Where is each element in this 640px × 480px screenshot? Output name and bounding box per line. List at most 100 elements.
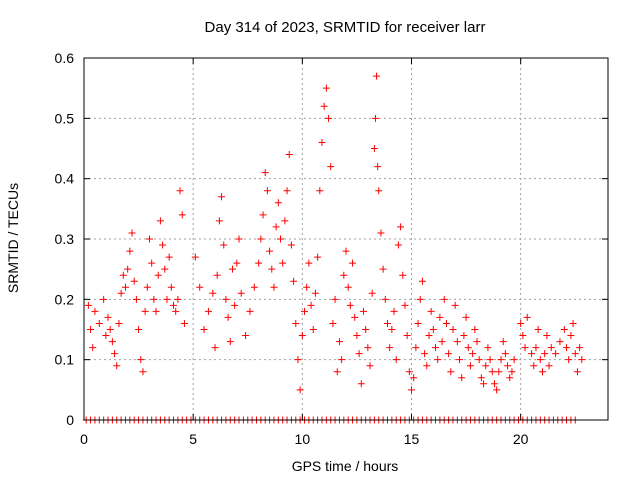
data-point bbox=[226, 338, 234, 346]
data-point bbox=[200, 326, 208, 333]
data-point bbox=[403, 332, 411, 340]
data-point bbox=[320, 102, 328, 110]
data-point bbox=[165, 253, 173, 261]
data-point bbox=[250, 283, 258, 291]
data-point bbox=[237, 289, 245, 297]
data-point bbox=[298, 332, 306, 340]
data-point bbox=[322, 84, 330, 92]
data-point bbox=[425, 332, 433, 340]
data-point bbox=[95, 319, 103, 327]
data-point bbox=[104, 313, 112, 321]
data-point bbox=[119, 271, 127, 279]
data-point bbox=[469, 350, 477, 358]
data-point bbox=[412, 344, 420, 352]
data-point bbox=[257, 235, 265, 243]
data-point bbox=[113, 362, 121, 370]
data-point bbox=[277, 235, 284, 243]
data-point bbox=[316, 187, 324, 195]
y-tick-label: 0.1 bbox=[55, 352, 75, 368]
data-point bbox=[462, 313, 470, 321]
data-point bbox=[346, 301, 354, 309]
data-point bbox=[159, 241, 167, 249]
data-point bbox=[488, 368, 496, 376]
data-point bbox=[534, 326, 542, 333]
data-point bbox=[458, 374, 466, 382]
data-point bbox=[292, 319, 300, 327]
data-point bbox=[335, 338, 343, 346]
data-point bbox=[377, 229, 385, 237]
data-point bbox=[143, 283, 151, 291]
data-point bbox=[504, 362, 512, 370]
data-point bbox=[573, 368, 581, 376]
data-point bbox=[484, 344, 492, 352]
data-point bbox=[543, 332, 551, 340]
data-point bbox=[146, 235, 153, 243]
data-point bbox=[410, 374, 418, 382]
data-point bbox=[486, 356, 494, 364]
data-point bbox=[311, 289, 319, 297]
data-point bbox=[349, 259, 357, 267]
data-point bbox=[414, 319, 422, 327]
data-point bbox=[495, 368, 503, 376]
data-point bbox=[307, 301, 315, 309]
data-point bbox=[303, 283, 311, 291]
data-point bbox=[381, 295, 389, 303]
data-point bbox=[375, 187, 383, 195]
data-point bbox=[353, 332, 361, 340]
data-point bbox=[263, 187, 271, 195]
data-point bbox=[331, 295, 339, 303]
plot-frame bbox=[83, 57, 609, 421]
data-point bbox=[174, 295, 182, 303]
data-point bbox=[100, 295, 108, 303]
data-point bbox=[154, 271, 162, 279]
data-point bbox=[399, 271, 407, 279]
data-point bbox=[390, 307, 398, 315]
data-point bbox=[436, 313, 444, 321]
data-point bbox=[279, 259, 287, 267]
data-point bbox=[163, 295, 171, 303]
data-point bbox=[283, 187, 291, 195]
data-point bbox=[364, 344, 372, 352]
data-point bbox=[578, 356, 586, 364]
data-point bbox=[453, 338, 461, 346]
x-tick-label: 5 bbox=[189, 431, 197, 447]
data-point bbox=[434, 356, 442, 364]
data-point bbox=[167, 283, 175, 291]
y-tick-label: 0 bbox=[66, 412, 74, 428]
data-point bbox=[137, 356, 145, 364]
data-point bbox=[340, 271, 348, 279]
y-tick-label: 0.6 bbox=[55, 50, 75, 66]
data-point bbox=[565, 356, 573, 364]
data-point bbox=[329, 319, 337, 327]
data-point bbox=[471, 326, 479, 333]
data-point bbox=[475, 356, 483, 364]
data-point bbox=[180, 319, 188, 327]
data-point bbox=[135, 326, 143, 333]
data-point bbox=[482, 362, 490, 370]
y-axis-label: SRMTID / TECUs bbox=[5, 183, 21, 293]
data-point bbox=[493, 386, 501, 394]
data-point bbox=[305, 259, 313, 267]
data-point bbox=[281, 217, 289, 225]
data-point bbox=[191, 253, 199, 261]
data-point bbox=[117, 289, 125, 297]
data-point bbox=[480, 380, 488, 388]
data-point bbox=[408, 386, 415, 394]
data-point bbox=[359, 307, 367, 315]
data-point bbox=[569, 319, 577, 327]
data-point bbox=[383, 319, 391, 327]
data-point bbox=[466, 362, 474, 370]
x-tick-label: 0 bbox=[80, 431, 88, 447]
data-point bbox=[176, 187, 184, 195]
data-point bbox=[519, 332, 527, 340]
data-point bbox=[523, 313, 531, 321]
data-point bbox=[318, 138, 326, 146]
data-point bbox=[451, 301, 459, 309]
data-point bbox=[397, 223, 405, 231]
data-point bbox=[510, 356, 518, 364]
data-point bbox=[374, 163, 382, 171]
data-point bbox=[501, 350, 509, 358]
data-point bbox=[528, 350, 536, 358]
data-point bbox=[440, 295, 448, 303]
data-point bbox=[309, 326, 317, 333]
